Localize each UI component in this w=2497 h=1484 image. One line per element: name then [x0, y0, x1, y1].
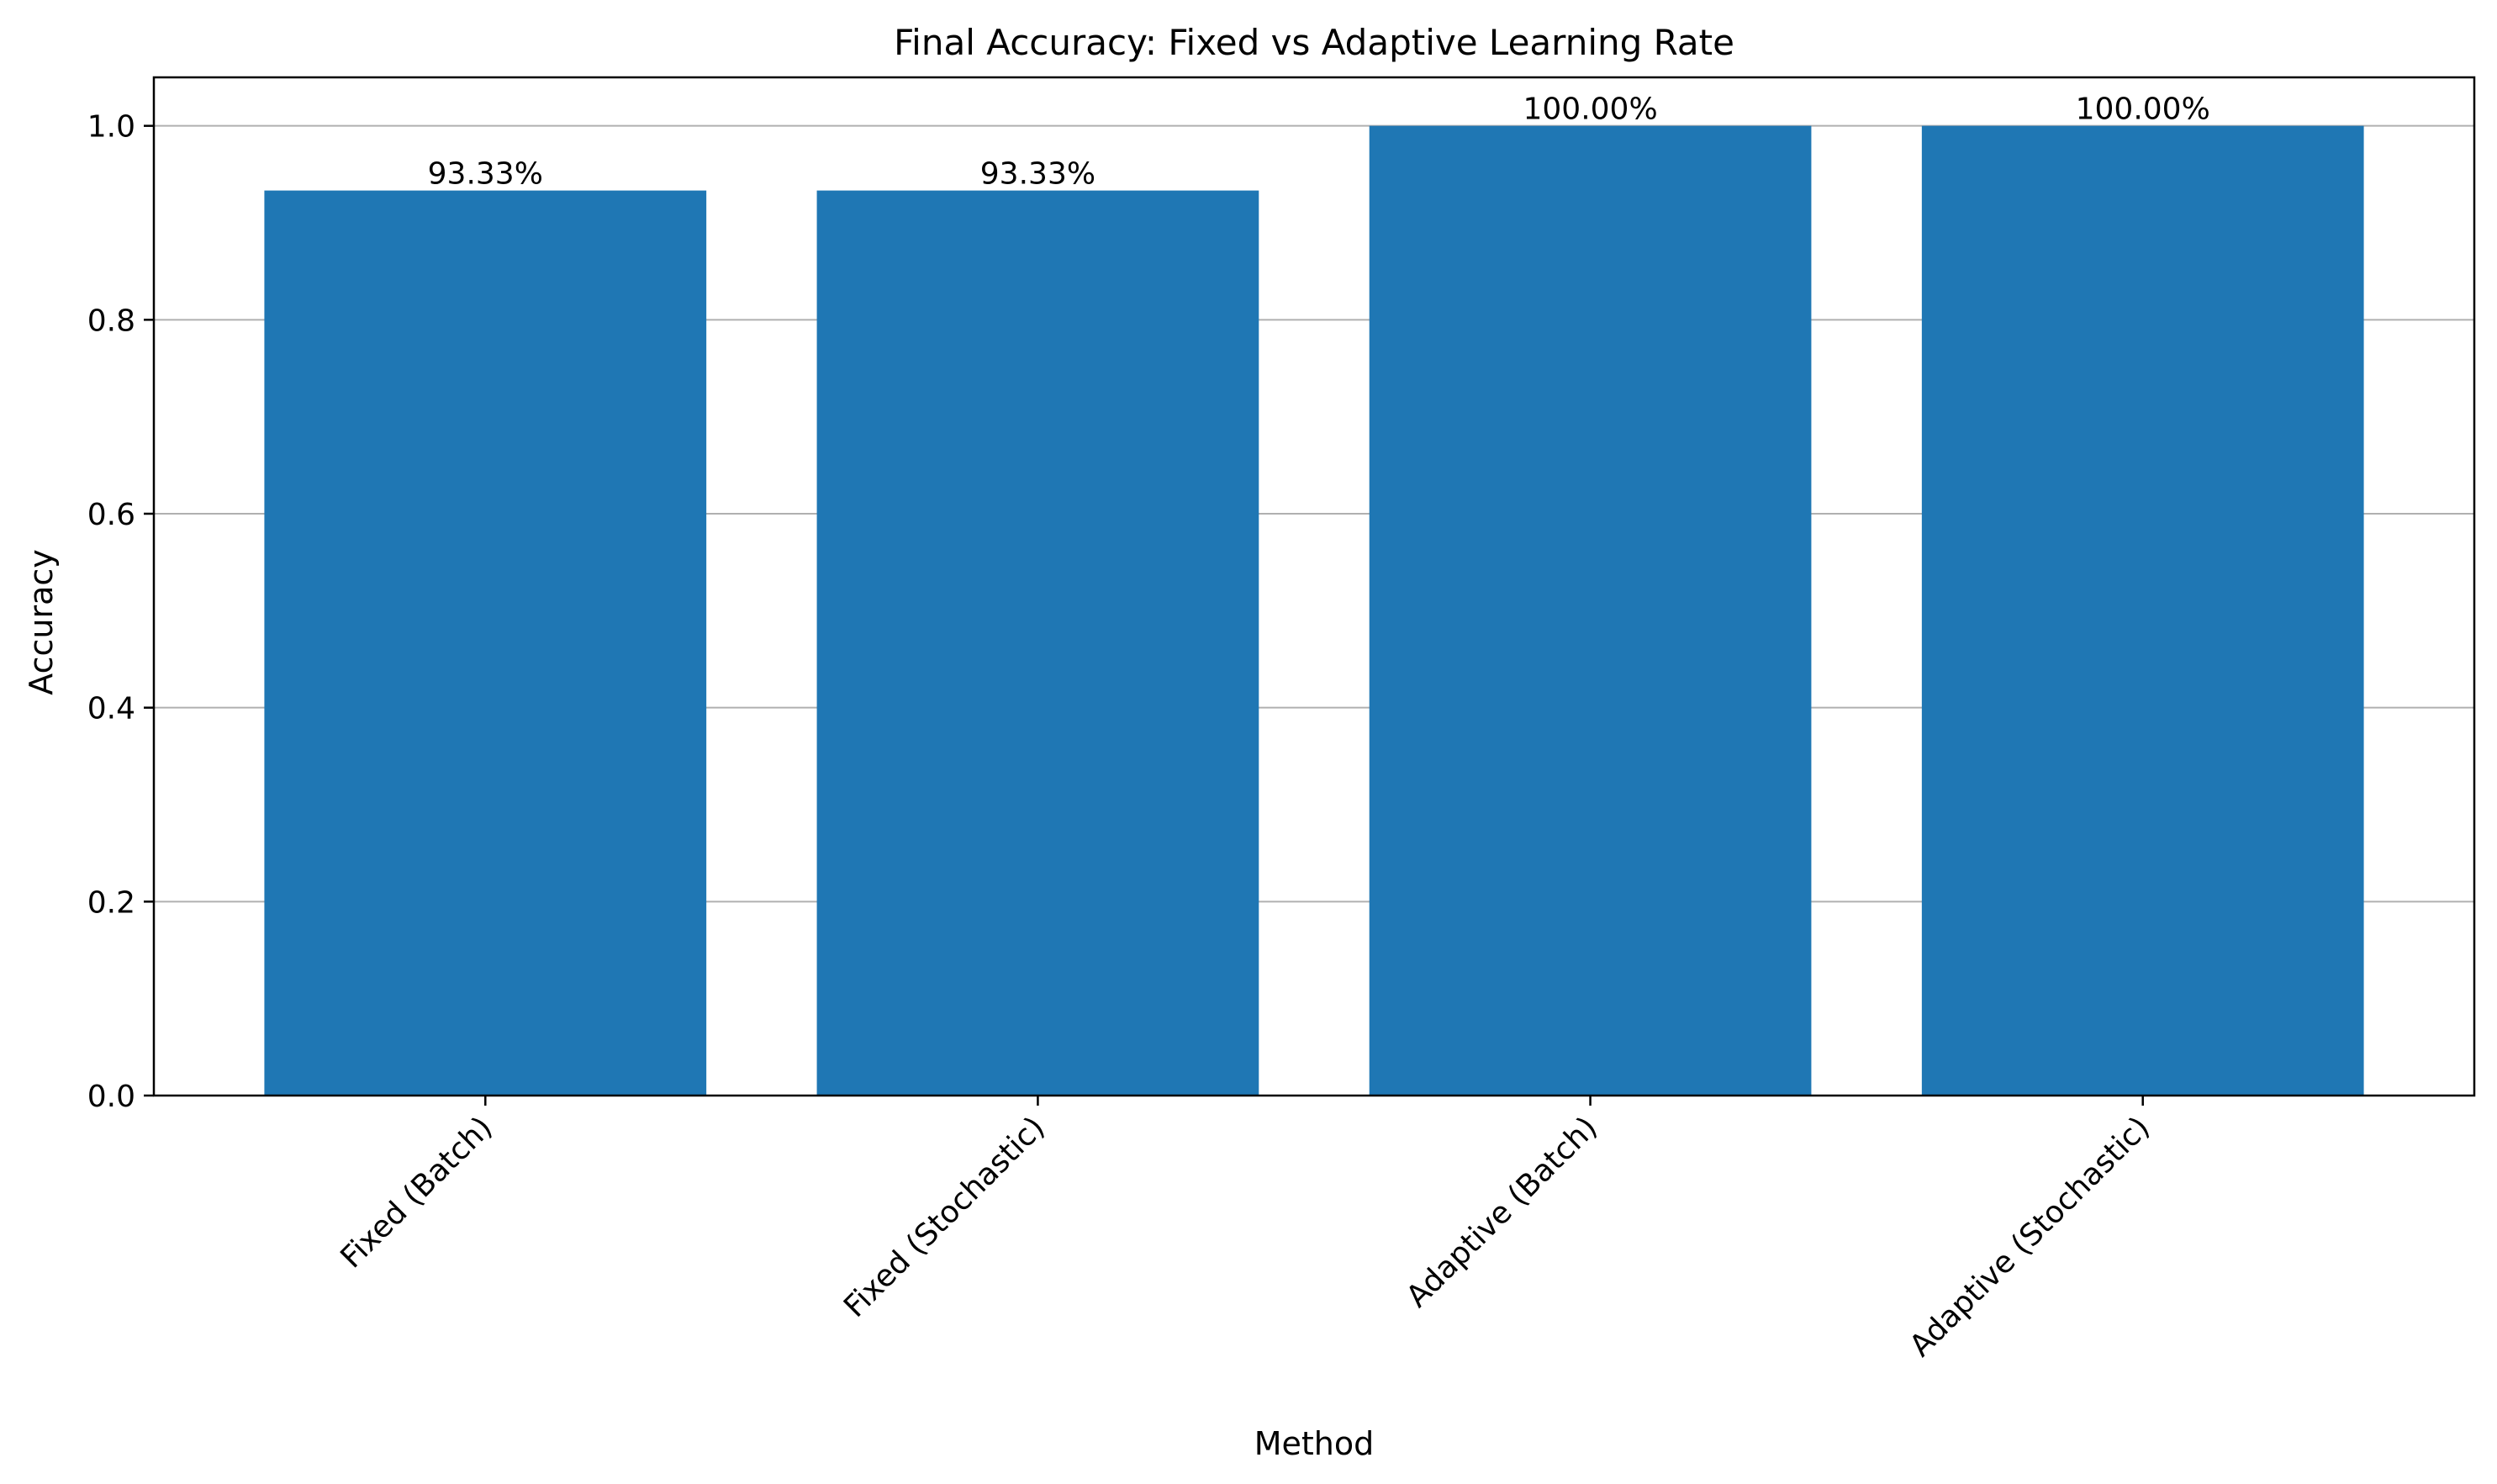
bar [816, 190, 1259, 1096]
y-axis-label: Accuracy [23, 549, 60, 695]
bar-value-label: 100.00% [2076, 92, 2210, 127]
chart-title: Final Accuracy: Fixed vs Adaptive Learni… [894, 22, 1734, 63]
x-axis-label: Method [1254, 1425, 1375, 1462]
y-tick-label: 1.0 [87, 110, 135, 145]
y-axis-ticks: 0.0 0.2 0.4 0.6 0.8 1.0 [87, 110, 154, 1114]
y-tick-label: 0.2 [87, 885, 135, 920]
bar-value-label: 93.33% [980, 157, 1095, 192]
plot-frame [152, 76, 2476, 1097]
y-tick-label: 0.6 [87, 498, 135, 532]
data-labels: 93.33% 93.33% 100.00% 100.00% [428, 92, 2210, 192]
y-tick-label: 0.0 [87, 1080, 135, 1114]
bar-value-label: 100.00% [1523, 92, 1657, 127]
bar [1369, 125, 1812, 1096]
bar [264, 190, 707, 1096]
bar [1921, 125, 2364, 1096]
y-tick-label: 0.8 [87, 304, 135, 338]
bars [264, 125, 2364, 1096]
bar-value-label: 93.33% [428, 157, 543, 192]
y-tick-label: 0.4 [87, 692, 135, 726]
